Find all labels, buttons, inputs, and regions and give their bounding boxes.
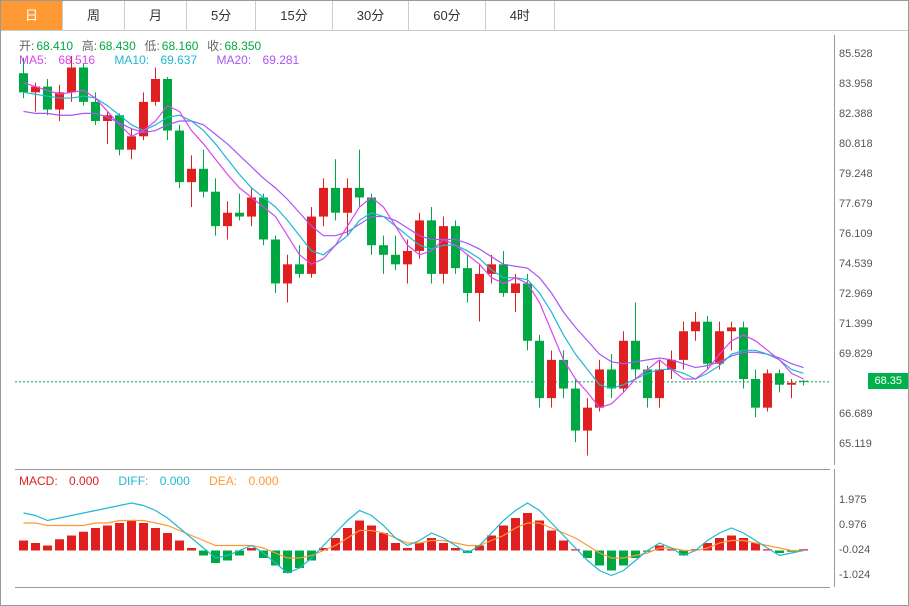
- tab-15分[interactable]: 15分: [256, 1, 332, 30]
- y-tick: 80.818: [839, 138, 873, 150]
- macd-y-tick: -1.024: [839, 569, 870, 581]
- y-tick: 76.109: [839, 228, 873, 240]
- tab-5分[interactable]: 5分: [187, 1, 256, 30]
- tab-日[interactable]: 日: [1, 1, 63, 30]
- y-tick: 72.969: [839, 288, 873, 300]
- y-tick: 74.539: [839, 258, 873, 270]
- x-axis: [15, 587, 830, 601]
- macd-panel[interactable]: MACD: 0.000 DIFF: 0.000 DEA: 0.000: [15, 469, 830, 587]
- tab-4时[interactable]: 4时: [486, 1, 555, 30]
- y-tick: 83.958: [839, 78, 873, 90]
- last-price-tag: 68.35: [868, 373, 908, 389]
- y-tick: 71.399: [839, 318, 873, 330]
- y-tick: 69.829: [839, 348, 873, 360]
- tab-月[interactable]: 月: [125, 1, 187, 30]
- macd-y-tick: 1.975: [839, 494, 867, 506]
- y-tick: 82.388: [839, 108, 873, 120]
- candlestick-chart[interactable]: [15, 35, 830, 465]
- y-tick: 65.119: [839, 438, 872, 450]
- y-tick: 77.679: [839, 198, 873, 210]
- tab-周[interactable]: 周: [63, 1, 125, 30]
- tab-30分[interactable]: 30分: [333, 1, 409, 30]
- y-tick: 85.528: [839, 48, 873, 60]
- tab-60分[interactable]: 60分: [409, 1, 485, 30]
- macd-y-tick: -0.024: [839, 544, 870, 556]
- macd-display: MACD: 0.000 DIFF: 0.000 DEA: 0.000: [19, 474, 295, 488]
- timeframe-tabs: 日周月5分15分30分60分4时: [1, 1, 908, 31]
- macd-y-axis: 1.975 0.976 -0.024 -1.024: [834, 469, 894, 587]
- y-tick: 66.689: [839, 408, 873, 420]
- price-y-axis: 85.528 83.958 82.388 80.818 79.248 77.679 76.1…: [834, 35, 894, 465]
- y-tick: 79.248: [839, 168, 873, 180]
- macd-y-tick: 0.976: [839, 519, 867, 531]
